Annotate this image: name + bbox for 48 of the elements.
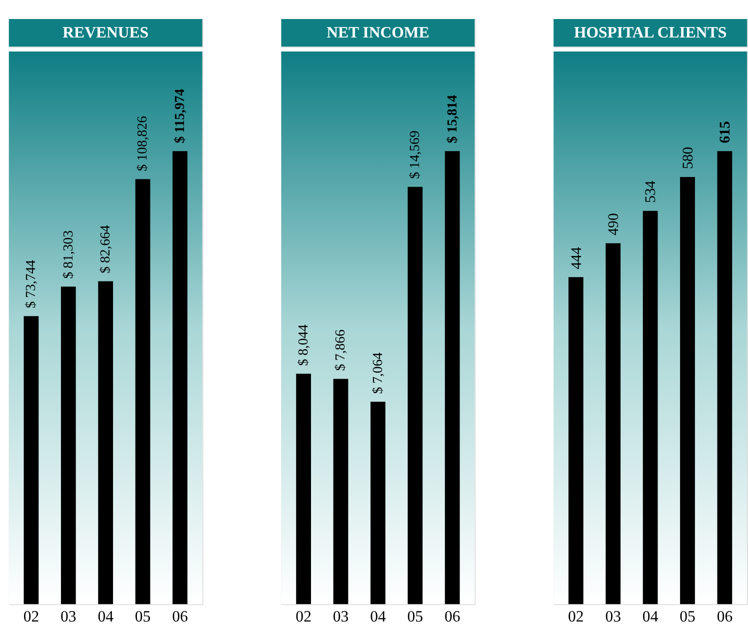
x-tick-label: 03 — [60, 608, 76, 626]
bar — [24, 316, 39, 604]
bar — [60, 286, 76, 604]
data-label: 615 — [718, 121, 734, 144]
bar — [135, 179, 150, 604]
data-label: $ 108,826 — [134, 116, 150, 172]
data-label: $ 7,064 — [370, 352, 385, 394]
bar — [444, 151, 460, 604]
x-tick-label: 06 — [444, 608, 460, 626]
bar — [717, 151, 732, 604]
chart-title: HOSPITAL CLIENTS — [574, 24, 727, 42]
x-tick-label: 03 — [332, 608, 349, 626]
data-label: $ 8,044 — [296, 324, 311, 366]
x-tick-label: 06 — [716, 608, 733, 626]
x-tick-label: 06 — [172, 608, 188, 626]
bar — [606, 243, 621, 604]
x-tick-label: 02 — [23, 608, 40, 626]
x-tick-label: 05 — [134, 608, 151, 626]
chart-title: REVENUES — [62, 24, 149, 42]
bar — [568, 277, 584, 604]
data-label: $ 15,814 — [444, 94, 460, 144]
data-label: $ 82,664 — [98, 224, 113, 274]
bar — [172, 151, 188, 604]
chart-title: NET INCOME — [326, 24, 430, 42]
x-tick-label: 02 — [568, 608, 584, 626]
data-label: 490 — [606, 213, 622, 236]
data-label: $ 73,744 — [23, 260, 38, 308]
data-label: $ 81,303 — [60, 230, 76, 279]
bar — [642, 210, 658, 604]
x-tick-label: 04 — [642, 608, 658, 626]
x-tick-label: 05 — [407, 608, 424, 626]
data-label: $ 115,974 — [172, 88, 187, 144]
x-tick-label: 05 — [680, 608, 696, 626]
data-label: 444 — [568, 246, 585, 270]
bar — [408, 186, 423, 604]
data-label: 534 — [643, 180, 660, 203]
bar — [680, 176, 695, 604]
bar — [296, 374, 311, 604]
data-label: $ 7,866 — [332, 329, 348, 371]
bar — [98, 281, 114, 604]
x-tick-label: 03 — [605, 608, 622, 626]
x-tick-label: 04 — [370, 608, 386, 626]
x-tick-label: 04 — [98, 608, 114, 626]
data-label: $ 14,569 — [407, 130, 422, 179]
data-label: 580 — [680, 146, 696, 170]
x-tick-label: 02 — [296, 608, 312, 626]
bar — [370, 402, 386, 604]
bar — [333, 378, 348, 604]
